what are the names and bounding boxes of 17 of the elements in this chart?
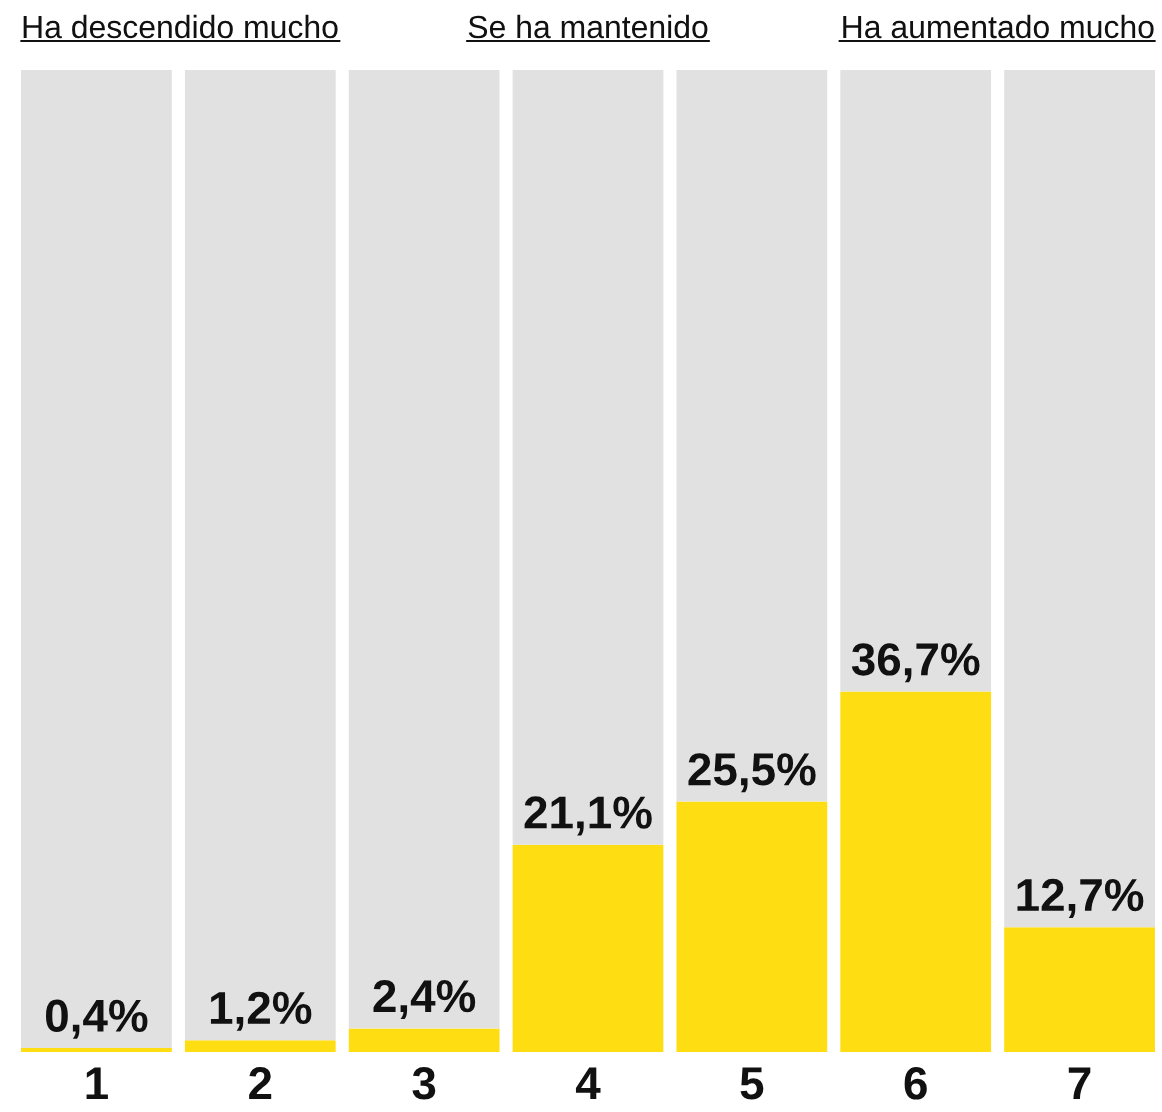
text: Se ha mantenido (468, 14, 708, 39)
data-label: 36,7% (851, 643, 980, 683)
x-tick-label: 4 (575, 1067, 601, 1100)
x-tick-label: 2 (249, 1067, 272, 1100)
text: Ha aumentado mucho (843, 14, 1154, 39)
x-tick-label: 3 (412, 1067, 436, 1100)
text: Ha descendido mucho (23, 14, 338, 39)
data-label: 1,2% (210, 991, 312, 1031)
data-label: 2,4% (373, 979, 476, 1020)
data-label: 25,5% (688, 753, 816, 793)
x-tick-label: 6 (904, 1067, 927, 1100)
data-label: 12,7% (1017, 878, 1144, 918)
x-tick-label: 1 (86, 1067, 108, 1100)
x-tick-label: 7 (1068, 1067, 1091, 1100)
x-tick-label: 5 (740, 1067, 764, 1100)
data-label: 21,1% (524, 796, 652, 836)
data-label: 0,4% (46, 999, 148, 1039)
